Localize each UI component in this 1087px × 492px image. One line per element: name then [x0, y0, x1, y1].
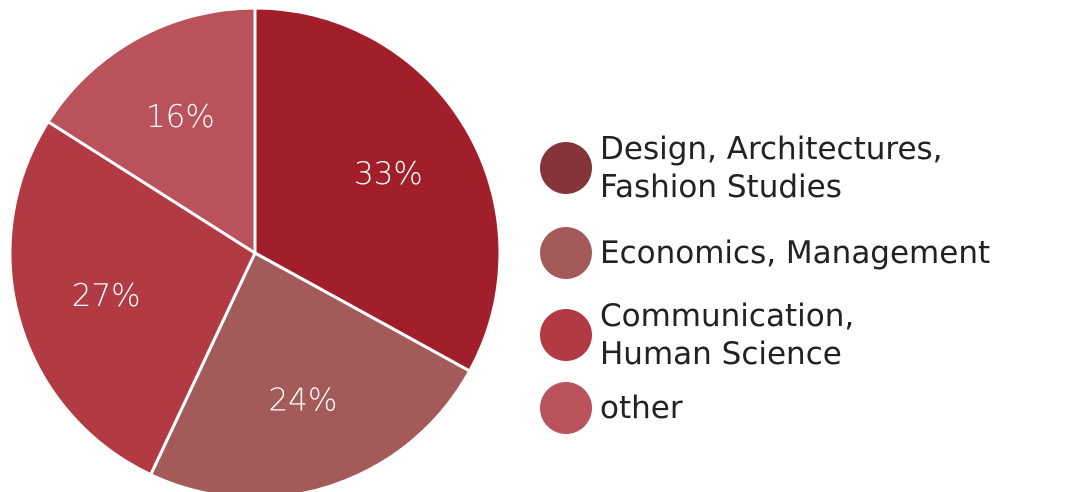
- legend-swatch-design: [540, 142, 592, 194]
- legend-swatch-other: [540, 382, 592, 434]
- pie-slice-design: [253, 6, 502, 373]
- pie-slice-other: [46, 6, 257, 255]
- pie-slice-label-economics: 24%: [268, 382, 337, 418]
- legend-swatch-communication: [540, 309, 592, 361]
- pie-slice-label-other: 16%: [146, 99, 215, 135]
- legend-item-communication: Communication, Human Science: [540, 297, 854, 373]
- legend-item-other: other: [540, 382, 683, 434]
- pie-slice-label-design: 33%: [354, 156, 423, 192]
- legend-label-economics: Economics, Management: [600, 235, 991, 271]
- legend-swatch-economics: [540, 227, 592, 279]
- legend-label-other: other: [600, 390, 683, 426]
- pie-slices: [8, 6, 502, 492]
- legend-label-communication: Communication, Human Science: [600, 298, 855, 372]
- pie-slice-economics: [149, 251, 472, 492]
- pie-slice-labels: 33% 24% 27% 16%: [72, 99, 423, 418]
- pie-slice-label-communication: 27%: [72, 278, 141, 314]
- legend-item-economics: Economics, Management: [540, 227, 990, 279]
- pie-slice-communication: [8, 120, 257, 477]
- legend-label-design: Design, Architectures, Fashion Studies: [600, 131, 943, 205]
- legend-item-design: Design, Architectures, Fashion Studies: [540, 130, 943, 206]
